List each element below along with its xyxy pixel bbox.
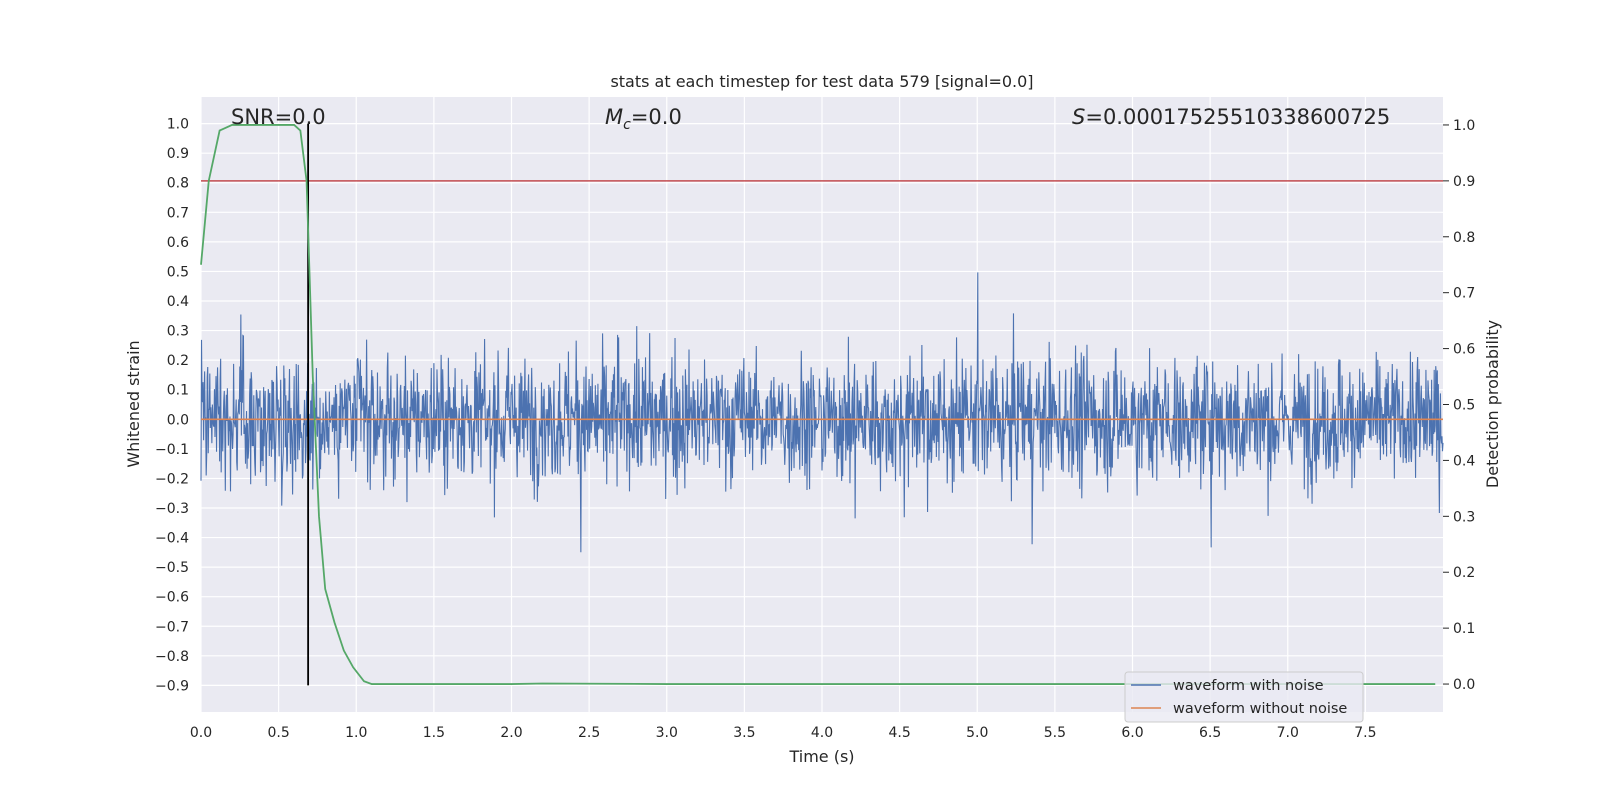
detection-probability-line [200, 124, 1436, 685]
y-tick-label: 1.0 [167, 117, 189, 133]
y2-tick-label: 0.1 [1453, 621, 1475, 637]
x-tick-label: 0.5 [267, 725, 289, 741]
s-value: =0.00017525510338600725 [1085, 105, 1390, 129]
s-annotation: S=0.00017525510338600725 [1072, 105, 1390, 129]
y-tick-label: 0.4 [167, 294, 189, 310]
x-tick-label: 2.5 [578, 725, 600, 741]
mc-value: =0.0 [631, 105, 682, 129]
x-tick-label: 0.0 [190, 725, 212, 741]
y-tick-label: 0.7 [167, 205, 189, 221]
y-tick-label: 0.1 [167, 383, 189, 399]
y2-tick-label: 0.3 [1453, 509, 1475, 525]
y-tick-label: 0.0 [167, 412, 189, 428]
y2-tick-label: 0.9 [1453, 174, 1475, 190]
legend-label-with-noise: waveform with noise [1173, 678, 1324, 694]
y-tick-label: −0.8 [155, 649, 189, 665]
mc-subscript: c [623, 117, 631, 133]
y-tick-label: 0.8 [167, 176, 189, 192]
x-tick-label: 7.5 [1354, 725, 1376, 741]
marks [200, 123, 1443, 686]
y2-tick-label: 0.4 [1453, 453, 1475, 469]
x-tick-label: 3.5 [733, 725, 755, 741]
x-tick-label: 7.0 [1277, 725, 1299, 741]
y-tick-label: −0.1 [155, 442, 189, 458]
y-tick-label: −0.6 [155, 590, 189, 606]
y-ticks: 1.0 0.9 0.8 0.7 0.6 0.5 0.4 0.3 0.2 0.1 0.0 −0.1 −0.… [155, 117, 189, 695]
series-waveform-with-noise [200, 272, 1444, 553]
legend: waveform with noise waveform without noi… [1124, 671, 1364, 723]
y-tick-label: 0.9 [167, 146, 189, 162]
y-tick-label: −0.9 [155, 678, 189, 694]
x-tick-label: 4.5 [888, 725, 910, 741]
chart-title: stats at each timestep for test data 579… [610, 72, 1033, 91]
s-symbol: S [1072, 105, 1085, 129]
x-tick-label: 6.5 [1199, 725, 1221, 741]
y2-ticks: 1.0 0.9 0.8 0.7 0.6 0.5 0.4 0.3 0.2 0.1 0.0 [1443, 118, 1475, 693]
x-tick-label: 1.5 [423, 725, 445, 741]
y-tick-label: 0.5 [167, 264, 189, 280]
legend-label-without-noise: waveform without noise [1173, 701, 1347, 717]
noise-trace [200, 272, 1444, 553]
y2-tick-label: 0.0 [1453, 677, 1475, 693]
mc-annotation: Mc=0.0 [605, 105, 682, 133]
x-tick-label: 2.0 [500, 725, 522, 741]
mc-symbol: M [605, 105, 623, 129]
y2-tick-label: 0.7 [1453, 286, 1475, 302]
x-tick-label: 6.0 [1121, 725, 1143, 741]
y-tick-label: 0.2 [167, 353, 189, 369]
y-tick-label: −0.3 [155, 501, 189, 517]
legend-box [1124, 671, 1364, 723]
y-tick-label: 0.3 [167, 324, 189, 340]
x-axis-label: Time (s) [788, 747, 854, 766]
x-tick-label: 1.0 [345, 725, 367, 741]
y2-tick-label: 0.5 [1453, 398, 1475, 414]
snr-annotation: SNR=0.0 [231, 105, 326, 129]
x-tick-label: 3.0 [656, 725, 678, 741]
y-axis-label: Whitened strain [124, 340, 143, 467]
y2-tick-label: 0.8 [1453, 230, 1475, 246]
x-tick-label: 5.0 [966, 725, 988, 741]
x-ticks: 0.0 0.5 1.0 1.5 2.0 2.5 3.0 3.5 4.0 4.5 5.0 5.5 6.0 6… [190, 725, 1377, 741]
y-tick-label: 0.6 [167, 235, 189, 251]
y2-tick-label: 1.0 [1453, 118, 1475, 134]
y2-tick-label: 0.6 [1453, 342, 1475, 358]
x-tick-label: 5.5 [1044, 725, 1066, 741]
y2-axis-label: Detection probability [1483, 320, 1502, 488]
x-grid [200, 97, 1366, 712]
y-tick-label: −0.7 [155, 619, 189, 635]
x-tick-label: 4.0 [811, 725, 833, 741]
y-tick-label: −0.5 [155, 560, 189, 576]
y-tick-label: −0.2 [155, 471, 189, 487]
y2-tick-label: 0.2 [1453, 565, 1475, 581]
y-tick-label: −0.4 [155, 531, 189, 547]
